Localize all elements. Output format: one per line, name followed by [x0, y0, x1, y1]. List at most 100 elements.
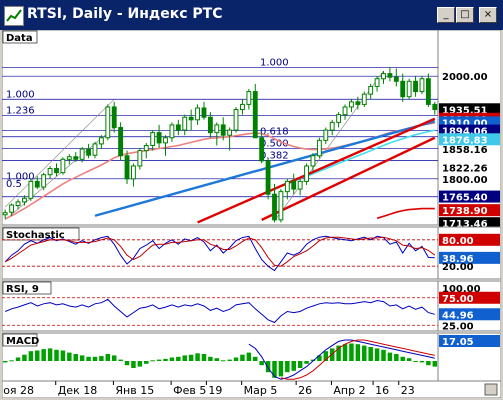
- macd-histogram-bar: [272, 361, 277, 378]
- candle-body: [60, 158, 66, 174]
- candle-body: [124, 155, 130, 180]
- macd-histogram-bar: [169, 357, 175, 361]
- price-panel-title-box: [2, 30, 38, 44]
- maximize-button[interactable]: □: [456, 7, 474, 23]
- stochastic-panel-title: Stochastic: [6, 230, 65, 241]
- candle-body: [41, 174, 47, 188]
- macd-histogram-bar: [118, 359, 123, 361]
- macd-histogram-bar: [368, 347, 373, 361]
- rsi-axis-tick: 25.00: [442, 321, 474, 332]
- chart-area[interactable]: Data 1.000 1.236 1.000 0.5 1.000 0.618 0.500 0.3…: [2, 30, 501, 398]
- price-candle: [150, 130, 156, 151]
- price-candle: [406, 78, 412, 100]
- price-candle: [310, 153, 316, 172]
- macd-histogram-bar: [137, 361, 143, 367]
- candle-body: [432, 103, 438, 111]
- macd-signal-line: [280, 339, 435, 380]
- fib-label: 0.618: [260, 127, 289, 138]
- candle-body: [143, 144, 149, 152]
- price-candle: [252, 83, 258, 139]
- macd-histogram-bar: [432, 361, 438, 367]
- x-axis-frame: [2, 380, 501, 398]
- price-candle: [297, 178, 303, 196]
- price-candle: [214, 122, 220, 146]
- candle-body: [86, 148, 91, 156]
- candle-body: [34, 180, 40, 188]
- price-candle: [374, 76, 380, 92]
- macd-histogram-bar: [124, 361, 130, 366]
- price-candle: [361, 91, 367, 107]
- candle-body: [355, 101, 361, 105]
- x-axis-label: 16: [375, 384, 389, 397]
- macd-histogram-bar: [406, 358, 412, 361]
- macd-histogram-bar: [227, 359, 232, 361]
- price-candle: [188, 109, 194, 131]
- stoch-tag-bg: [439, 233, 500, 246]
- price-tag-bg: [439, 217, 500, 230]
- candle-body: [195, 107, 200, 121]
- rsi-tag: 44.96: [442, 310, 474, 321]
- macd-histogram-bar: [73, 354, 78, 361]
- x-axis-label: 23: [401, 384, 415, 397]
- candle-body: [54, 168, 59, 174]
- macd-histogram-bar: [240, 354, 245, 361]
- macd-histogram-bar: [79, 355, 85, 361]
- macd-histogram-bar: [394, 354, 399, 361]
- price-tag: 1765.40: [442, 193, 488, 204]
- candle-body: [329, 121, 335, 131]
- macd-histogram-bar: [362, 345, 367, 361]
- candle-body: [137, 150, 143, 167]
- moving-average-line: [376, 207, 435, 220]
- minimize-button[interactable]: _: [437, 7, 455, 23]
- fib-label: 1.000: [6, 89, 35, 100]
- macd-histogram-bar: [195, 353, 200, 361]
- price-candle: [60, 157, 66, 175]
- price-candle: [246, 89, 252, 110]
- price-candle: [175, 119, 181, 136]
- candle-body: [361, 93, 367, 105]
- price-candle: [220, 117, 226, 141]
- chart-app-icon: [4, 6, 24, 26]
- macd-histogram-bar: [387, 352, 393, 361]
- price-candle: [47, 165, 53, 179]
- channel-line: [5, 127, 115, 221]
- macd-histogram-bar: [259, 361, 264, 366]
- price-candle: [227, 127, 233, 151]
- macd-histogram-bar: [317, 355, 322, 361]
- price-candle: [233, 106, 239, 133]
- trend-line: [261, 136, 436, 221]
- candle-body: [182, 116, 188, 131]
- candle-body: [169, 124, 175, 139]
- price-candle: [98, 135, 104, 150]
- macd-histogram-bar: [86, 356, 91, 361]
- macd-histogram-bar: [400, 356, 405, 361]
- macd-line: [248, 339, 435, 380]
- candle-body: [220, 124, 226, 136]
- chart-canvas[interactable]: Data1.0001.2361.0000.51.0000.6180.5000.3…: [2, 30, 501, 398]
- stoch-axis-tick: 20.00: [442, 262, 474, 273]
- macd-histogram-bar: [99, 356, 104, 361]
- macd-histogram-bar: [310, 359, 316, 361]
- macd-histogram-bar: [131, 361, 136, 368]
- price-candle: [201, 101, 207, 120]
- candle-body: [131, 165, 136, 180]
- x-axis-label: 26: [298, 384, 312, 397]
- macd-histogram-bar: [144, 361, 149, 364]
- close-button[interactable]: ×: [479, 7, 497, 23]
- price-candle: [2, 209, 8, 219]
- price-candle: [41, 172, 47, 191]
- price-candle: [387, 66, 393, 82]
- price-candle: [272, 183, 277, 223]
- candle-body: [66, 156, 72, 160]
- candle-body: [374, 78, 380, 87]
- price-candle: [156, 124, 162, 149]
- price-candle: [92, 141, 98, 159]
- candle-body: [111, 106, 117, 129]
- price-axis-tick: 2000.00: [442, 72, 488, 83]
- macd-histogram-bar: [28, 351, 34, 361]
- candle-body: [163, 137, 168, 144]
- candle-body: [73, 156, 79, 160]
- price-candle: [342, 104, 348, 120]
- stoch-tag: 38.96: [442, 254, 474, 265]
- candle-body: [381, 73, 386, 80]
